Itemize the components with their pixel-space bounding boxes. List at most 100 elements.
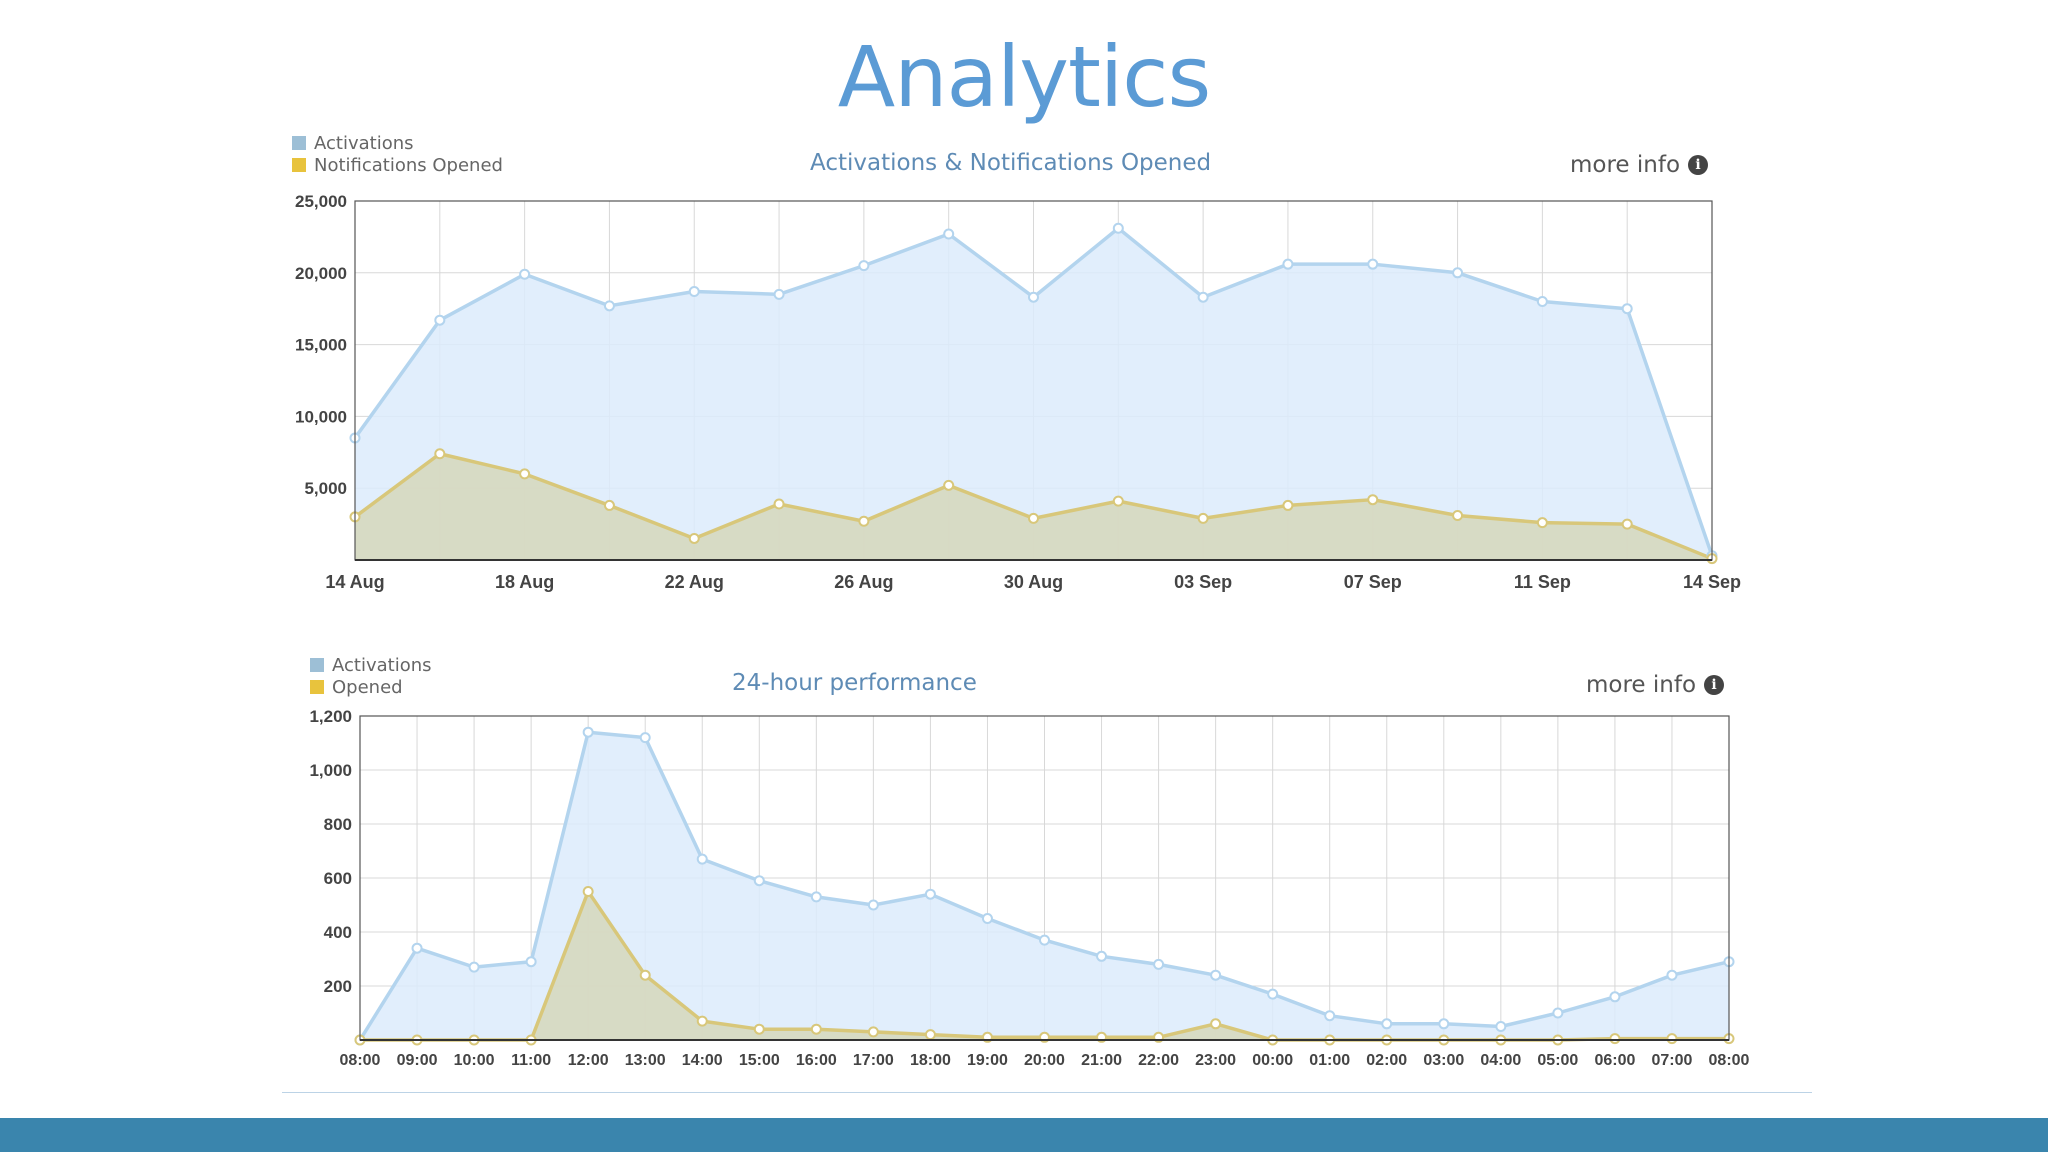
data-point-activations [1381, 1018, 1393, 1030]
x-tick-label: 08:00 [1709, 1052, 1750, 1069]
x-tick-label: 19:00 [967, 1052, 1008, 1069]
y-tick-label: 1,200 [309, 707, 352, 726]
data-point-opened [582, 886, 594, 897]
data-point-opened [688, 532, 700, 544]
data-point-opened [753, 1023, 765, 1035]
legend-item-opened[interactable]: Opened [310, 676, 432, 698]
y-tick-label: 10,000 [295, 407, 347, 426]
chart-title: Activations & Notifications Opened [810, 150, 1212, 176]
data-point-opened [773, 498, 785, 510]
more-info-label: more info [1570, 152, 1681, 178]
x-tick-label: 02:00 [1366, 1052, 1407, 1069]
data-point-activations [434, 314, 446, 326]
data-point-activations [411, 942, 423, 954]
data-point-activations [1267, 988, 1279, 1000]
chart-legend: Activations Notifications Opened [292, 132, 503, 176]
y-tick-label: 800 [324, 815, 352, 834]
x-tick-label: 00:00 [1252, 1052, 1293, 1069]
data-point-opened [858, 515, 870, 527]
data-point-opened [1282, 499, 1294, 511]
x-tick-label: 04:00 [1480, 1052, 1521, 1069]
x-tick-label: 11 Sep [1514, 572, 1571, 592]
chart-title: 24-hour performance [732, 670, 977, 696]
x-tick-label: 17:00 [853, 1052, 894, 1069]
x-tick-label: 14 Sep [1683, 572, 1741, 592]
x-tick-label: 03:00 [1423, 1052, 1464, 1069]
legend-item-notifications-opened[interactable]: Notifications Opened [292, 154, 503, 176]
data-point-activations [1197, 291, 1209, 303]
y-tick-label: 25,000 [295, 192, 347, 211]
data-point-activations [810, 891, 822, 903]
legend-item-activations[interactable]: Activations [292, 132, 503, 154]
data-point-activations [1039, 934, 1050, 946]
y-tick-label: 15,000 [295, 336, 347, 355]
x-tick-label: 26 Aug [834, 572, 893, 592]
x-tick-label: 09:00 [397, 1052, 438, 1069]
x-tick-label: 10:00 [454, 1052, 495, 1069]
data-point-opened [1197, 512, 1209, 524]
x-tick-label: 18:00 [910, 1052, 951, 1069]
data-point-activations [1438, 1018, 1450, 1030]
data-point-opened [603, 499, 615, 511]
legend-label: Activations [332, 654, 432, 676]
data-point-opened [1666, 1033, 1678, 1045]
data-point-activations [1495, 1021, 1507, 1032]
data-point-activations [1367, 258, 1379, 270]
data-point-activations [519, 268, 531, 280]
data-point-activations [468, 961, 480, 973]
legend-swatch-activations [310, 658, 324, 672]
data-point-activations [1621, 303, 1633, 315]
x-tick-label: 11:00 [511, 1052, 551, 1069]
legend-label: Activations [314, 132, 414, 154]
data-point-opened [867, 1026, 879, 1038]
legend-swatch-opened [310, 680, 324, 694]
x-tick-label: 03 Sep [1174, 572, 1232, 592]
data-point-activations [773, 288, 785, 300]
data-point-activations [525, 956, 537, 968]
more-info-link[interactable]: more info i [1570, 152, 1709, 178]
data-point-activations [1028, 291, 1039, 303]
more-info-link[interactable]: more info i [1586, 672, 1725, 698]
data-point-opened [1621, 518, 1633, 530]
x-tick-label: 07:00 [1651, 1052, 1692, 1069]
data-point-activations [639, 732, 651, 744]
chart-legend: Activations Opened [310, 654, 432, 698]
y-tick-label: 20,000 [295, 264, 347, 283]
x-tick-label: 22 Aug [665, 572, 724, 592]
series-area-opened [360, 891, 1729, 1040]
x-tick-label: 14:00 [682, 1052, 723, 1069]
series-area-opened [355, 453, 1712, 560]
data-point-opened [1028, 512, 1039, 524]
data-point-opened [1452, 509, 1464, 521]
data-point-opened [1367, 494, 1379, 506]
data-point-opened [1536, 517, 1548, 529]
data-point-activations [688, 285, 700, 297]
data-point-activations [696, 853, 708, 865]
data-point-opened [924, 1029, 936, 1041]
data-point-activations [1552, 1007, 1564, 1019]
legend-label: Opened [332, 676, 403, 698]
data-point-opened [696, 1015, 708, 1027]
data-point-activations [924, 888, 936, 900]
data-point-activations [603, 300, 615, 312]
data-point-activations [981, 913, 993, 924]
y-tick-label: 600 [324, 869, 352, 888]
x-tick-label: 20:00 [1024, 1052, 1065, 1069]
x-tick-label: 06:00 [1594, 1052, 1635, 1069]
y-tick-label: 5,000 [304, 479, 347, 498]
x-tick-label: 08:00 [340, 1052, 381, 1069]
x-tick-label: 01:00 [1309, 1052, 1350, 1069]
data-point-activations [753, 875, 765, 887]
legend-swatch-activations [292, 136, 306, 150]
x-tick-label: 12:00 [568, 1052, 609, 1069]
divider-line [282, 1092, 1812, 1093]
x-tick-label: 22:00 [1138, 1052, 1179, 1069]
data-point-activations [1112, 222, 1124, 234]
legend-item-activations[interactable]: Activations [310, 654, 432, 676]
data-point-activations [582, 726, 594, 738]
data-point-activations [1096, 950, 1108, 962]
y-tick-label: 200 [324, 977, 352, 996]
data-point-activations [1324, 1010, 1336, 1022]
info-icon: i [1704, 675, 1725, 695]
x-tick-label: 15:00 [739, 1052, 780, 1069]
